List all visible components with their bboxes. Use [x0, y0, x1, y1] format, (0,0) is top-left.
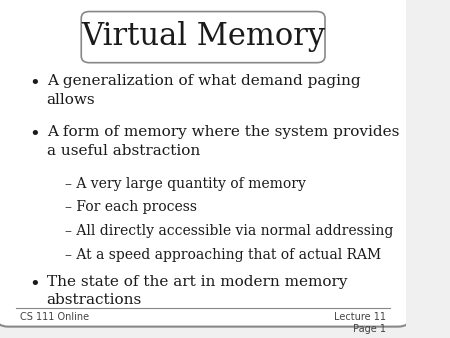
Text: Virtual Memory: Virtual Memory — [81, 21, 325, 52]
FancyBboxPatch shape — [0, 0, 410, 327]
Text: – A very large quantity of memory: – A very large quantity of memory — [65, 176, 306, 191]
Text: Lecture 11
Page 1: Lecture 11 Page 1 — [334, 312, 386, 334]
Text: •: • — [29, 275, 40, 293]
Text: – All directly accessible via normal addressing: – All directly accessible via normal add… — [65, 224, 393, 238]
Text: •: • — [29, 74, 40, 92]
Text: The state of the art in modern memory
abstractions: The state of the art in modern memory ab… — [47, 275, 347, 307]
Text: – At a speed approaching that of actual RAM: – At a speed approaching that of actual … — [65, 248, 381, 262]
Text: CS 111 Online: CS 111 Online — [20, 312, 90, 322]
Text: – For each process: – For each process — [65, 200, 197, 214]
Text: •: • — [29, 125, 40, 143]
FancyBboxPatch shape — [81, 11, 325, 63]
Text: A generalization of what demand paging
allows: A generalization of what demand paging a… — [47, 74, 360, 106]
Text: A form of memory where the system provides
a useful abstraction: A form of memory where the system provid… — [47, 125, 399, 158]
